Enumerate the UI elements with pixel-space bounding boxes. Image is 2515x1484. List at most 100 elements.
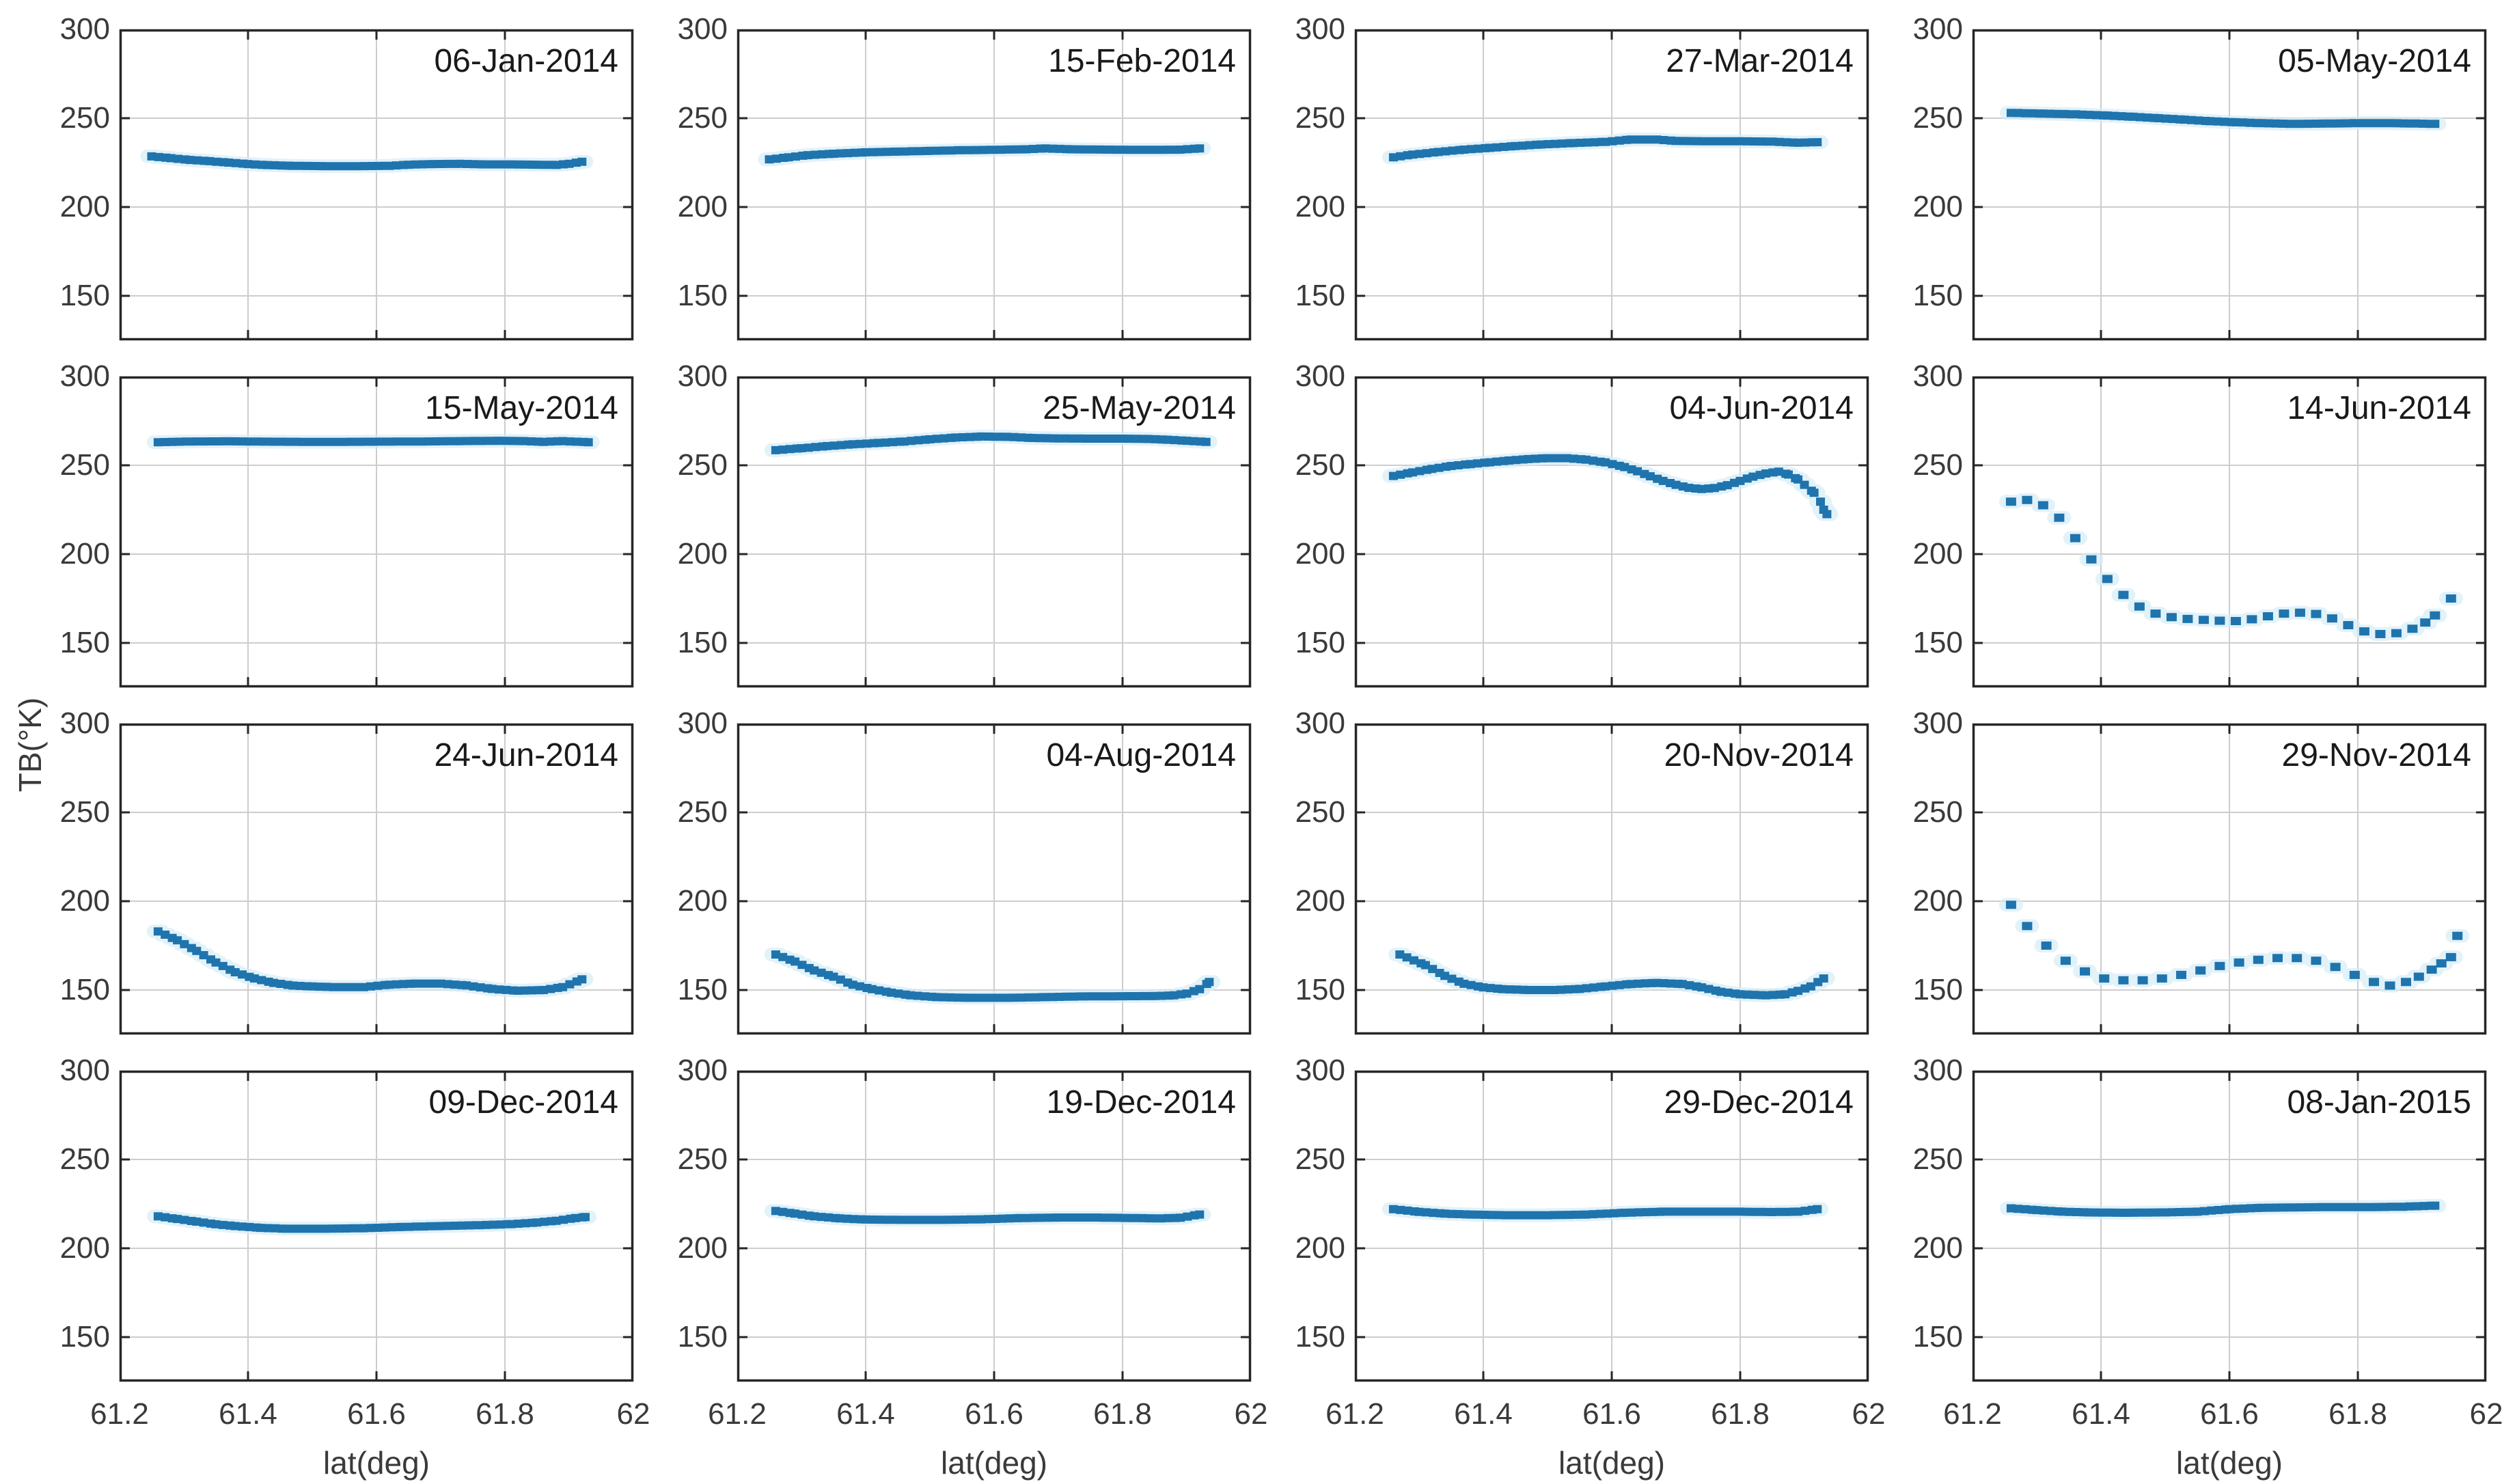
y-tick-label: 150 <box>1912 279 1963 312</box>
y-tick-label: 150 <box>1295 973 1345 1006</box>
x-tick-label: 61.6 <box>2200 1397 2259 1431</box>
y-tick-label: 200 <box>677 537 728 571</box>
y-tick-label: 200 <box>677 190 728 223</box>
data-series <box>2006 109 2440 128</box>
data-series <box>2005 495 2456 638</box>
axes-box <box>737 1070 1252 1382</box>
y-tick-label: 200 <box>1912 1231 1963 1265</box>
y-tick-label: 250 <box>1295 448 1345 482</box>
y-tick-label: 200 <box>677 884 728 918</box>
axes-box <box>119 29 634 341</box>
date-label: 25-May-2014 <box>1043 390 1236 426</box>
y-tick-label: 200 <box>59 190 110 223</box>
subplot-19-Dec-2014: 19-Dec-2014 <box>737 1070 1252 1382</box>
x-tick-label: 61.8 <box>1711 1397 1770 1431</box>
data-series <box>1395 950 1828 1000</box>
data-series <box>771 432 1211 454</box>
date-label: 27-Mar-2014 <box>1666 43 1854 79</box>
data-series <box>153 1212 590 1233</box>
y-tick-label: 300 <box>59 359 110 393</box>
date-label: 19-Dec-2014 <box>1047 1084 1237 1121</box>
x-tick-label: 61.4 <box>219 1397 277 1431</box>
y-tick-label: 250 <box>677 101 728 135</box>
subplot-09-Dec-2014: 09-Dec-2014 <box>119 1070 634 1382</box>
x-tick-label: 61.8 <box>2328 1397 2387 1431</box>
axes-box <box>737 29 1252 341</box>
x-tick-label: 62 <box>2469 1397 2503 1431</box>
subplot-27-Mar-2014: 27-Mar-2014 <box>1354 29 1869 341</box>
x-tick-label: 61.6 <box>1582 1397 1641 1431</box>
subplot-14-Jun-2014: 14-Jun-2014 <box>1972 376 2487 688</box>
date-label: 15-May-2014 <box>425 390 618 426</box>
x-tick-label: 61.4 <box>2072 1397 2130 1431</box>
y-tick-label: 250 <box>1912 1142 1963 1176</box>
y-tick-label: 250 <box>677 795 728 829</box>
data-series <box>147 152 587 171</box>
x-tick-label: 61.2 <box>708 1397 767 1431</box>
date-label: 24-Jun-2014 <box>434 737 618 773</box>
y-tick-label: 250 <box>677 1142 728 1176</box>
y-tick-label: 250 <box>1912 448 1963 482</box>
y-tick-label: 150 <box>59 626 110 659</box>
y-tick-label: 300 <box>1912 359 1963 393</box>
data-series <box>2005 901 2463 990</box>
y-tick-label: 200 <box>1295 1231 1345 1265</box>
x-tick-label: 61.2 <box>90 1397 149 1431</box>
y-tick-label: 150 <box>677 1320 728 1354</box>
y-tick-label: 150 <box>1295 279 1345 312</box>
y-tick-label: 250 <box>59 795 110 829</box>
y-tick-label: 150 <box>59 279 110 312</box>
y-tick-label: 300 <box>1295 706 1345 740</box>
y-tick-label: 300 <box>59 12 110 46</box>
y-tick-label: 200 <box>1912 884 1963 918</box>
y-tick-label: 150 <box>59 973 110 1006</box>
subplot-08-Jan-2015: 08-Jan-2015 <box>1972 1070 2487 1382</box>
y-tick-label: 250 <box>1295 101 1345 135</box>
x-axis-label: lat(deg) <box>1558 1445 1665 1481</box>
y-tick-label: 250 <box>677 448 728 482</box>
y-tick-label: 300 <box>677 12 728 46</box>
data-series <box>1388 135 1822 162</box>
date-label: 14-Jun-2014 <box>2287 390 2471 426</box>
axes-box <box>1354 376 1869 688</box>
data-series <box>1388 454 1832 519</box>
y-tick-label: 250 <box>1912 795 1963 829</box>
subplot-20-Nov-2014: 20-Nov-2014 <box>1354 723 1869 1035</box>
y-tick-label: 300 <box>59 706 110 740</box>
subplot-25-May-2014: 25-May-2014 <box>737 376 1252 688</box>
y-tick-label: 300 <box>677 706 728 740</box>
x-tick-label: 61.6 <box>965 1397 1023 1431</box>
subplot-29-Nov-2014: 29-Nov-2014 <box>1972 723 2487 1035</box>
x-tick-label: 62 <box>1234 1397 1268 1431</box>
subplot-29-Dec-2014: 29-Dec-2014 <box>1354 1070 1869 1382</box>
y-tick-label: 250 <box>59 101 110 135</box>
axes-box <box>119 1070 634 1382</box>
date-label: 04-Jun-2014 <box>1669 390 1854 426</box>
y-tick-label: 200 <box>59 537 110 571</box>
y-tick-label: 200 <box>1912 190 1963 223</box>
y-tick-label: 150 <box>1912 1320 1963 1354</box>
y-tick-label: 300 <box>1912 1054 1963 1087</box>
x-tick-label: 61.8 <box>1093 1397 1152 1431</box>
y-tick-label: 200 <box>1295 884 1345 918</box>
date-label: 04-Aug-2014 <box>1046 737 1236 773</box>
y-tick-label: 300 <box>677 1054 728 1087</box>
x-tick-label: 61.2 <box>1325 1397 1384 1431</box>
axes-box <box>1972 29 2487 341</box>
subplot-05-May-2014: 05-May-2014 <box>1972 29 2487 341</box>
y-tick-label: 150 <box>1295 626 1345 659</box>
y-tick-label: 150 <box>677 626 728 659</box>
axes-box <box>1972 723 2487 1035</box>
data-series <box>1388 1205 1822 1220</box>
subplot-24-Jun-2014: 24-Jun-2014 <box>119 723 634 1035</box>
y-tick-label: 250 <box>1295 795 1345 829</box>
y-tick-label: 150 <box>1912 626 1963 659</box>
data-series <box>153 927 587 995</box>
y-tick-label: 150 <box>677 279 728 312</box>
x-tick-label: 61.6 <box>347 1397 406 1431</box>
date-label: 06-Jan-2014 <box>434 43 618 79</box>
y-tick-label: 300 <box>677 359 728 393</box>
y-tick-label: 150 <box>677 973 728 1006</box>
y-tick-label: 200 <box>1912 537 1963 571</box>
x-tick-label: 62 <box>1852 1397 1886 1431</box>
